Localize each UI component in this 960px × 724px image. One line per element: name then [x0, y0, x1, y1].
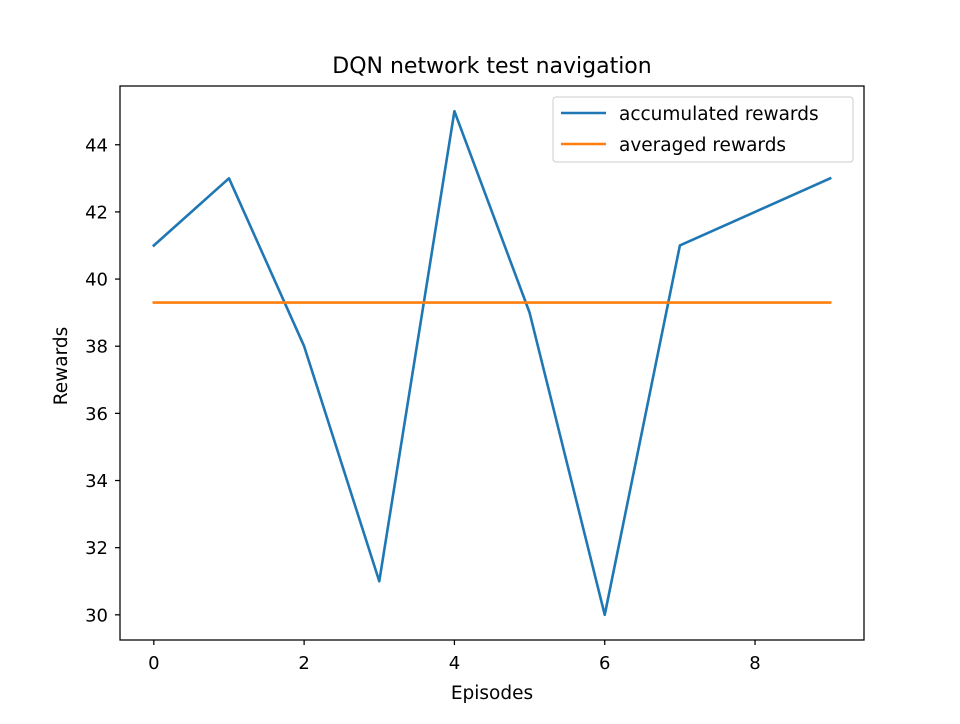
legend-label-accumulated: accumulated rewards	[619, 104, 819, 125]
series-layer	[151, 109, 832, 617]
y-tick-label: 42	[85, 202, 108, 223]
x-axis: 0 2 4 6 8	[148, 640, 761, 674]
series-line-0	[151, 109, 832, 617]
y-tick-label: 38	[85, 337, 108, 358]
legend: accumulated rewards averaged rewards	[552, 96, 854, 163]
y-tick-label: 36	[85, 404, 108, 425]
plot-frame	[119, 85, 865, 641]
y-axis: 30 32 34 36 38 40 42 44	[85, 135, 120, 626]
x-tick-label: 4	[449, 653, 460, 674]
chart-title: DQN network test navigation	[332, 54, 651, 79]
legend-label-averaged: averaged rewards	[619, 135, 786, 156]
y-tick-label: 40	[85, 270, 108, 291]
y-tick-label: 30	[85, 605, 108, 626]
x-tick-label: 0	[148, 653, 159, 674]
x-tick-label: 8	[749, 653, 760, 674]
x-tick-label: 6	[599, 653, 610, 674]
y-tick-label: 34	[85, 471, 108, 492]
legend-box	[552, 96, 854, 163]
y-tick-label: 32	[85, 538, 108, 559]
y-tick-label: 44	[85, 135, 108, 156]
x-tick-label: 2	[298, 653, 309, 674]
x-axis-label: Episodes	[451, 683, 533, 704]
y-axis-label: Rewards	[51, 327, 72, 406]
